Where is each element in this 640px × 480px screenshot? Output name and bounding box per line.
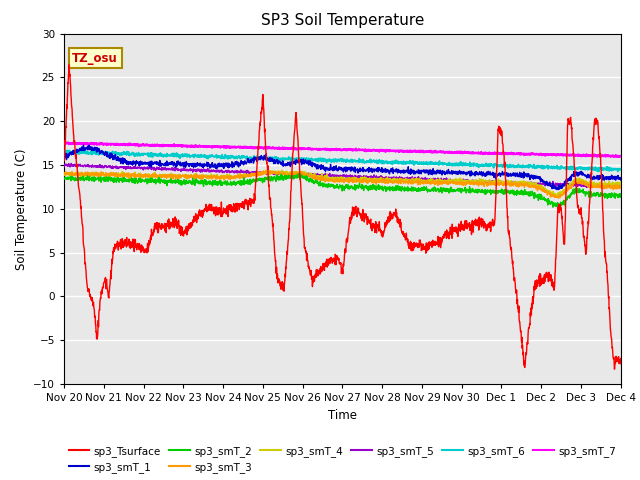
Text: TZ_osu: TZ_osu [72, 52, 118, 65]
sp3_smT_2 [602, 192, 609, 197]
sp3_smT_4 [88, 172, 96, 178]
sp3_smT_3 [316, 175, 324, 181]
sp3_smT_6 [617, 166, 625, 172]
Line: sp3_smT_6: sp3_smT_6 [64, 150, 621, 172]
sp3_smT_6 [331, 157, 339, 163]
sp3_smT_7 [499, 150, 506, 156]
sp3_smT_2 [316, 179, 324, 184]
sp3_smT_7 [614, 154, 622, 160]
sp3_smT_2 [499, 190, 506, 195]
Line: sp3_smT_2: sp3_smT_2 [64, 174, 621, 207]
sp3_smT_4 [60, 171, 68, 177]
sp3_smT_2 [88, 175, 96, 180]
sp3_smT_7 [601, 153, 609, 158]
sp3_smT_2 [331, 183, 339, 189]
sp3_smT_4 [601, 182, 609, 188]
sp3_smT_5 [89, 164, 97, 169]
sp3_smT_1 [331, 167, 339, 173]
sp3_smT_3 [331, 180, 339, 185]
sp3_smT_6 [499, 164, 506, 170]
sp3_smT_1 [60, 156, 68, 162]
sp3_smT_5 [316, 173, 324, 179]
sp3_smT_5 [617, 183, 625, 189]
sp3_Tsurface [617, 356, 625, 361]
sp3_Tsurface [89, 298, 97, 303]
Title: SP3 Soil Temperature: SP3 Soil Temperature [260, 13, 424, 28]
Line: sp3_smT_3: sp3_smT_3 [64, 170, 621, 198]
Line: sp3_smT_7: sp3_smT_7 [64, 143, 621, 157]
sp3_Tsurface [601, 254, 609, 260]
sp3_smT_3 [555, 195, 563, 201]
sp3_smT_6 [316, 157, 324, 163]
sp3_Tsurface [331, 262, 339, 267]
sp3_smT_3 [602, 183, 609, 189]
sp3_smT_2 [296, 171, 303, 177]
Legend: sp3_Tsurface, sp3_smT_1, sp3_smT_2, sp3_smT_3, sp3_smT_4, sp3_smT_5, sp3_smT_6, : sp3_Tsurface, sp3_smT_1, sp3_smT_2, sp3_… [65, 442, 620, 477]
sp3_smT_2 [617, 194, 625, 200]
sp3_smT_1 [316, 163, 324, 168]
sp3_smT_7 [601, 153, 609, 159]
Y-axis label: Soil Temperature (C): Soil Temperature (C) [15, 148, 28, 270]
sp3_smT_2 [601, 191, 609, 197]
sp3_smT_7 [617, 153, 625, 159]
sp3_smT_5 [67, 161, 75, 167]
sp3_smT_1 [617, 177, 625, 183]
X-axis label: Time: Time [328, 408, 357, 421]
Line: sp3_smT_5: sp3_smT_5 [64, 164, 621, 188]
sp3_Tsurface [65, 62, 73, 68]
sp3_Tsurface [316, 265, 324, 271]
sp3_smT_3 [60, 170, 68, 176]
sp3_smT_6 [614, 169, 621, 175]
sp3_smT_3 [499, 182, 506, 188]
sp3_smT_5 [601, 183, 609, 189]
sp3_smT_3 [601, 185, 609, 191]
sp3_smT_6 [60, 149, 68, 155]
sp3_Tsurface [499, 141, 506, 146]
sp3_smT_4 [617, 179, 625, 185]
Line: sp3_Tsurface: sp3_Tsurface [64, 65, 621, 369]
sp3_smT_3 [617, 184, 625, 190]
sp3_smT_3 [88, 172, 96, 178]
sp3_smT_5 [601, 184, 609, 190]
sp3_smT_1 [602, 175, 609, 180]
sp3_smT_6 [89, 151, 97, 156]
sp3_smT_5 [331, 174, 339, 180]
sp3_smT_4 [331, 176, 339, 181]
sp3_smT_7 [63, 140, 71, 145]
sp3_smT_5 [609, 185, 617, 191]
sp3_smT_4 [499, 182, 506, 188]
sp3_smT_1 [79, 142, 87, 148]
sp3_smT_4 [602, 180, 609, 186]
sp3_smT_6 [61, 147, 69, 153]
sp3_smT_1 [89, 145, 97, 151]
sp3_smT_5 [60, 164, 68, 170]
sp3_smT_1 [601, 174, 609, 180]
Line: sp3_smT_1: sp3_smT_1 [64, 145, 621, 190]
sp3_smT_4 [262, 167, 270, 173]
sp3_smT_6 [601, 167, 609, 172]
sp3_smT_7 [60, 140, 68, 146]
sp3_smT_2 [549, 204, 557, 210]
sp3_smT_1 [555, 187, 563, 192]
sp3_smT_4 [316, 173, 324, 179]
sp3_Tsurface [611, 366, 618, 372]
sp3_smT_2 [60, 175, 68, 181]
sp3_Tsurface [60, 158, 68, 164]
sp3_smT_7 [316, 147, 324, 153]
sp3_smT_6 [601, 166, 609, 172]
sp3_Tsurface [601, 249, 609, 255]
sp3_smT_3 [262, 168, 269, 173]
sp3_smT_1 [499, 172, 506, 178]
sp3_smT_4 [553, 194, 561, 200]
Line: sp3_smT_4: sp3_smT_4 [64, 170, 621, 197]
sp3_smT_5 [499, 179, 506, 184]
sp3_smT_7 [89, 140, 97, 146]
sp3_smT_7 [331, 146, 339, 152]
